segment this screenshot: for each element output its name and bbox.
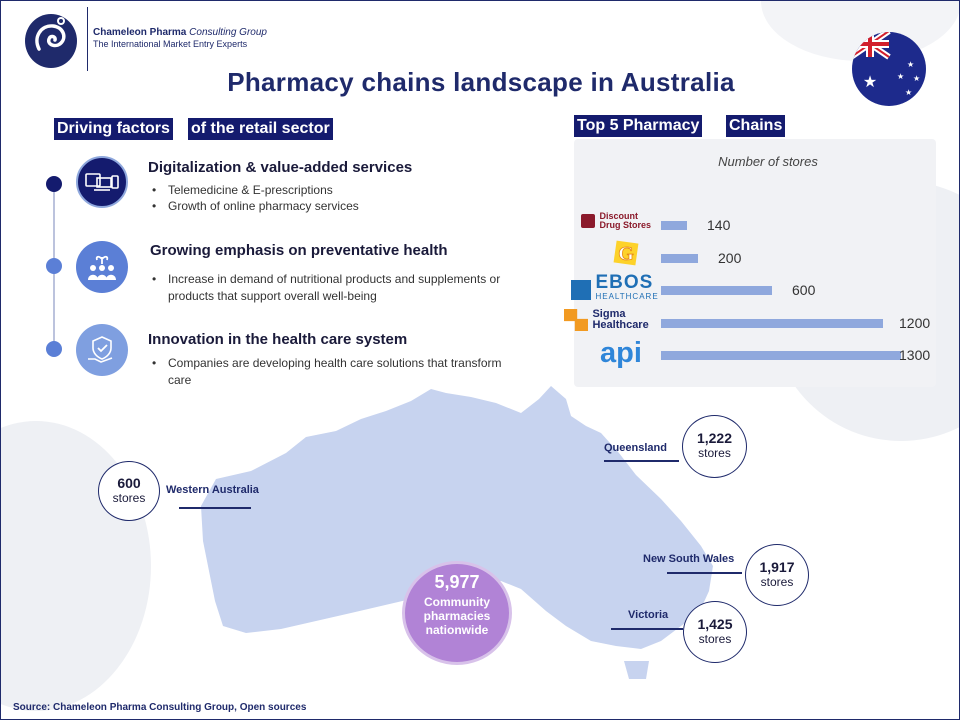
total-value: 5,977 xyxy=(434,572,480,592)
driver-1-title: Digitalization & value-added services xyxy=(148,159,413,176)
header-divider xyxy=(87,7,88,71)
svg-text:G: G xyxy=(618,243,634,265)
discount-drug-stores-logo: Discount Drug Stores xyxy=(581,212,651,230)
svg-text:★: ★ xyxy=(913,74,920,83)
bar-3 xyxy=(661,286,772,295)
sigma-healthcare-logo: Sigma Healthcare xyxy=(564,309,649,331)
chemist-warehouse-logo-icon: G xyxy=(613,238,641,271)
total-label-line3: nationwide xyxy=(425,623,489,637)
driver-1-bullet-1: Telemedicine & E-prescriptions xyxy=(148,182,528,199)
chains-heading-part2: Chains xyxy=(726,115,786,137)
region-label-queensland: Queensland xyxy=(604,442,667,454)
company-name: Chameleon Pharma Consulting Group xyxy=(93,27,267,38)
stat-circle-western-australia: 600 stores xyxy=(98,461,160,521)
timeline-dot-2 xyxy=(46,258,62,274)
driver-2-bullet-1: Increase in demand of nutritional produc… xyxy=(148,271,543,305)
region-line-new-south-wales xyxy=(667,572,742,574)
total-pharmacies-circle: 5,977 Community pharmacies nationwide xyxy=(402,561,512,665)
driver-3-title: Innovation in the health care system xyxy=(148,331,408,348)
region-line-western-australia xyxy=(179,507,251,509)
region-line-victoria xyxy=(611,628,683,630)
driver-2-title: Growing emphasis on preventative health xyxy=(150,242,448,259)
chart-title: Number of stores xyxy=(718,154,818,169)
drivers-heading-part2: of the retail sector xyxy=(188,118,333,140)
stat-circle-queensland: 1,222 stores xyxy=(682,415,747,478)
digital-devices-icon xyxy=(76,156,128,208)
bar-2 xyxy=(661,254,698,263)
total-label-line2: pharmacies xyxy=(423,609,491,623)
api-logo: api xyxy=(600,337,642,369)
australia-flag-icon: ★ ★ ★ ★ ★ xyxy=(852,32,926,106)
total-label-line1: Community xyxy=(424,595,490,609)
svg-text:★: ★ xyxy=(907,60,914,69)
drivers-heading-part1: Driving factors xyxy=(54,118,173,140)
chains-heading-part1: Top 5 Pharmacy xyxy=(574,115,703,137)
region-label-victoria: Victoria xyxy=(628,609,669,621)
driver-3-bullet-1: Companies are developing health care sol… xyxy=(148,355,528,389)
bar-4 xyxy=(661,319,883,328)
bar-5 xyxy=(661,351,901,360)
ebos-healthcare-logo: EBOS HEALTHCARE xyxy=(571,273,659,302)
stat-circle-new-south-wales: 1,917 stores xyxy=(745,544,809,606)
svg-text:★: ★ xyxy=(905,88,912,97)
svg-text:★: ★ xyxy=(897,72,904,81)
driver-1-bullet-2: Growth of online pharmacy services xyxy=(148,198,528,215)
timeline-dot-3 xyxy=(46,341,62,357)
bar-value-label-5: 1300 xyxy=(899,347,931,363)
region-line-queensland xyxy=(604,460,679,462)
company-tagline: The International Market Entry Experts xyxy=(93,39,248,49)
company-logo-icon xyxy=(25,14,77,68)
people-plant-icon xyxy=(76,241,128,293)
bar-value-label-3: 600 xyxy=(792,282,816,298)
shield-hand-icon xyxy=(76,324,128,376)
bar-1 xyxy=(661,221,687,230)
timeline-dot-1 xyxy=(46,176,62,192)
source-note: Source: Chameleon Pharma Consulting Grou… xyxy=(13,702,307,713)
bar-value-label-2: 200 xyxy=(718,250,742,266)
region-label-western-australia: Western Australia xyxy=(166,484,259,496)
page-title: Pharmacy chains landscape in Australia xyxy=(227,67,735,97)
stat-circle-victoria: 1,425 stores xyxy=(683,601,747,663)
bar-value-label-4: 1200 xyxy=(899,315,931,331)
region-label-new-south-wales: New South Wales xyxy=(643,553,735,565)
svg-text:★: ★ xyxy=(863,72,877,91)
bar-value-label-1: 140 xyxy=(707,217,731,233)
